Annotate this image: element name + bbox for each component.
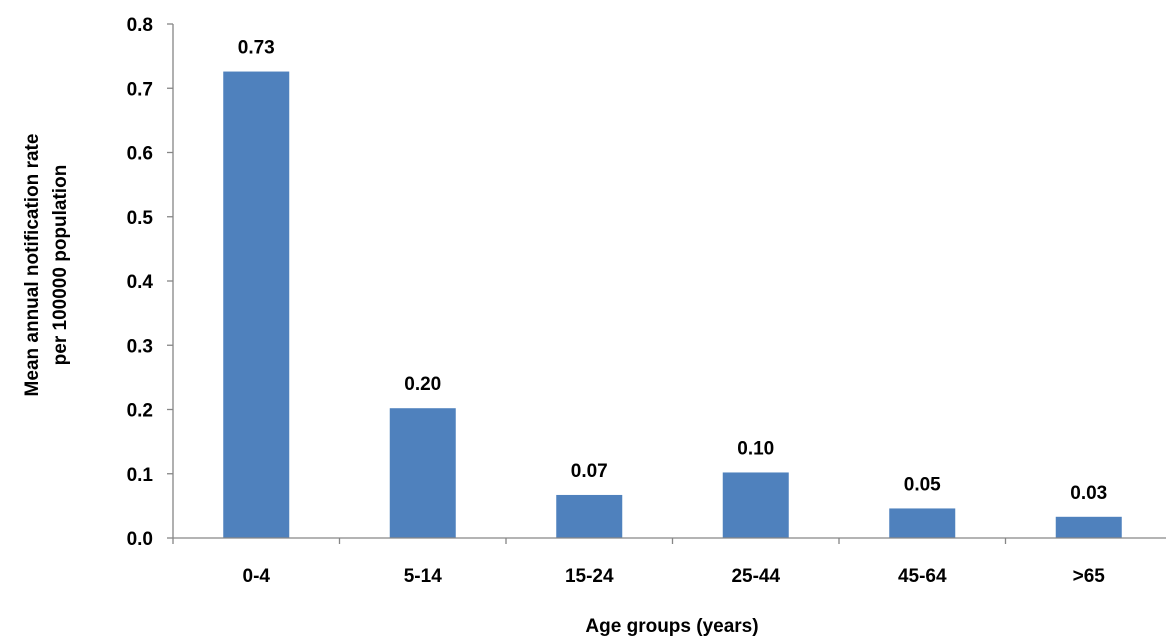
bar (1055, 516, 1122, 538)
y-tick-label: 0.6 (127, 144, 153, 165)
data-label: 0.07 (571, 461, 608, 482)
bar (722, 472, 789, 538)
y-axis: 0.0 0.1 0.2 0.3 0.4 0.5 0.6 0.7 0.8 (127, 15, 174, 550)
y-tick-label: 0.5 (127, 208, 154, 229)
x-tick-label: 25-44 (731, 566, 780, 587)
y-axis-title-line-2: per 100000 population (50, 165, 71, 366)
bar (389, 408, 456, 538)
data-labels: 0.73 0.20 0.07 0.10 0.05 0.03 (238, 38, 1107, 504)
y-tick-label: 0.8 (127, 15, 153, 36)
bars (223, 71, 1122, 539)
x-tick-label: 0-4 (243, 566, 271, 587)
bar (556, 494, 623, 538)
y-tick-label: 0.2 (127, 401, 153, 422)
x-axis-title: Age groups (years) (585, 616, 758, 637)
data-label: 0.10 (737, 438, 774, 459)
x-tick-label: >65 (1073, 566, 1106, 587)
y-tick-label: 0.3 (127, 336, 153, 357)
data-label: 0.03 (1070, 483, 1107, 504)
x-tick-label: 5-14 (404, 566, 442, 587)
x-tick-label: 15-24 (565, 566, 614, 587)
y-tick-label: 0.4 (127, 272, 154, 293)
data-label: 0.73 (238, 38, 275, 59)
data-label: 0.05 (904, 474, 941, 495)
x-tick-label: 45-64 (898, 566, 947, 587)
y-tick-label: 0.1 (127, 465, 154, 486)
bar (223, 71, 290, 539)
y-tick-label: 0.0 (127, 529, 153, 550)
x-axis: 0-4 5-14 15-24 25-44 45-64 >65 (172, 537, 1166, 587)
data-label: 0.20 (404, 374, 441, 395)
y-tick-label: 0.7 (127, 79, 153, 100)
y-axis-title: Mean annual notification rate per 100000… (22, 134, 71, 397)
bar (889, 508, 956, 538)
y-axis-title-line-1: Mean annual notification rate (22, 134, 43, 397)
